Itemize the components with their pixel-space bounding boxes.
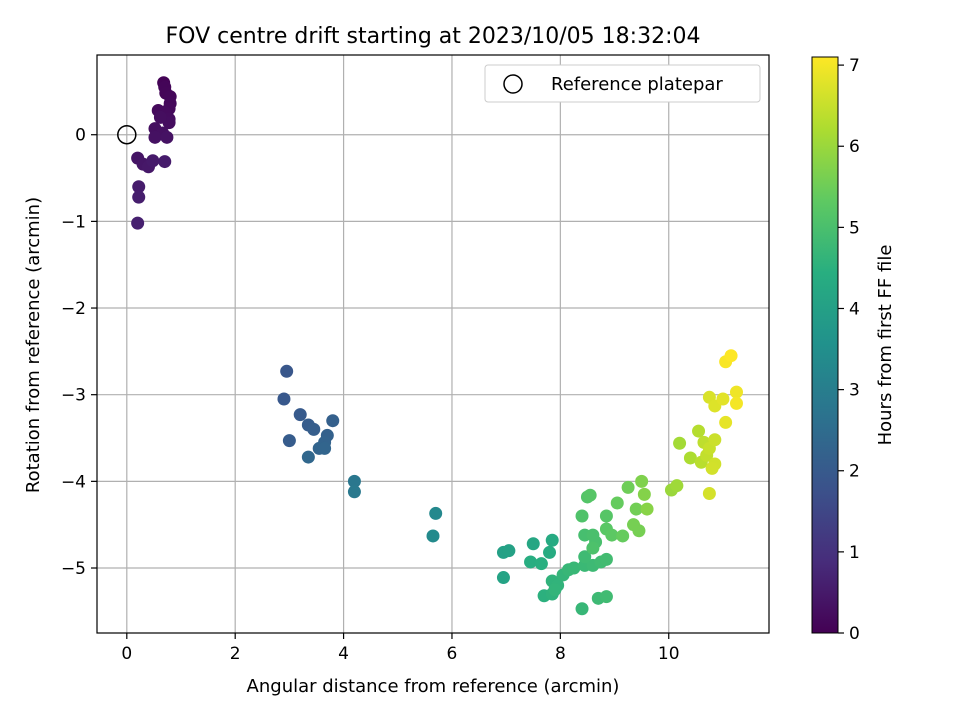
chart-title: FOV centre drift starting at 2023/10/05 …: [166, 24, 701, 49]
legend: Reference platepar: [484, 64, 761, 103]
data-point: [318, 441, 332, 455]
data-point: [301, 450, 315, 464]
data-point: [426, 529, 440, 543]
legend-marker: [503, 74, 523, 94]
data-point: [683, 451, 697, 465]
data-point: [729, 396, 743, 410]
data-point: [146, 154, 160, 168]
grid-lines: [97, 55, 769, 633]
data-point: [158, 155, 172, 169]
x-tick-label: 10: [658, 644, 680, 664]
data-point: [670, 479, 684, 493]
y-tick-label: −4: [61, 472, 86, 492]
plot-frame: [96, 54, 770, 634]
legend-label: Reference platepar: [551, 74, 723, 95]
x-tick-label: 4: [338, 644, 349, 664]
colorbar-tick-label: 3: [849, 381, 860, 401]
colorbar-tick-label: 2: [849, 462, 860, 482]
data-point: [429, 506, 443, 520]
data-point: [637, 487, 651, 501]
colorbar-ticks: 0 1 2 3 4 5 6 7: [838, 56, 860, 644]
data-point: [708, 433, 722, 447]
data-point: [673, 436, 687, 450]
data-point: [586, 541, 600, 555]
data-point: [621, 480, 635, 494]
data-point: [548, 583, 562, 597]
x-axis-label: Angular distance from reference (arcmin): [247, 676, 620, 697]
x-tick-label: 2: [230, 644, 241, 664]
data-point: [692, 424, 706, 438]
data-point: [160, 130, 174, 144]
data-point: [599, 509, 613, 523]
data-point: [729, 385, 743, 399]
data-point: [543, 545, 557, 559]
colorbar-tick-label: 7: [849, 56, 860, 76]
data-point: [724, 349, 738, 363]
y-tick-label: 0: [75, 126, 86, 146]
data-point: [524, 555, 538, 569]
data-point: [545, 533, 559, 547]
y-axis-label: Rotation from reference (arcmin): [23, 197, 44, 493]
data-point: [326, 414, 340, 428]
data-point: [719, 415, 733, 429]
data-point: [526, 537, 540, 551]
data-point: [629, 502, 643, 516]
legend-box: [484, 64, 761, 103]
data-point: [148, 130, 162, 144]
y-tick-label: −5: [61, 559, 86, 579]
data-point: [610, 496, 624, 510]
colorbar-tick-label: 0: [849, 624, 860, 644]
data-point: [635, 474, 649, 488]
data-point: [496, 571, 510, 585]
data-point: [575, 509, 589, 523]
x-tick-label: 8: [555, 644, 566, 664]
colorbar-tick-label: 1: [849, 543, 860, 563]
data-point: [282, 434, 296, 448]
data-point: [502, 544, 516, 558]
colorbar-tick-label: 5: [849, 218, 860, 238]
data-point: [578, 550, 592, 564]
data-point: [277, 392, 291, 406]
data-point: [307, 422, 321, 436]
data-point: [280, 364, 294, 378]
colorbar-gradient: [811, 56, 839, 634]
data-point: [616, 529, 630, 543]
y-tick-label: −1: [61, 212, 86, 232]
colorbar-tick-label: 4: [849, 299, 860, 319]
data-point: [132, 180, 146, 194]
data-point: [702, 486, 716, 500]
reference-marker: [117, 124, 137, 145]
data-point: [347, 474, 361, 488]
x-axis-ticks: 0 2 4 6 8 10: [121, 633, 680, 664]
data-point: [716, 392, 730, 406]
data-point: [567, 561, 581, 575]
y-tick-label: −2: [61, 299, 86, 319]
data-point: [599, 590, 613, 604]
y-axis-ticks: 0 −1 −2 −3 −4 −5: [61, 126, 97, 579]
data-point: [153, 110, 167, 124]
colorbar-tick-label: 6: [849, 137, 860, 157]
data-point: [583, 488, 597, 502]
data-point: [575, 602, 589, 616]
data-point: [640, 502, 654, 516]
data-point: [293, 408, 307, 422]
data-point: [705, 461, 719, 475]
data-points: [131, 76, 743, 616]
data-point: [534, 557, 548, 571]
data-point: [605, 528, 619, 542]
x-tick-label: 6: [447, 644, 458, 664]
data-point: [131, 216, 145, 230]
x-tick-label: 0: [121, 644, 132, 664]
colorbar: 0 1 2 3 4 5 6 7 Hours from first FF file: [811, 56, 896, 644]
y-tick-label: −3: [61, 386, 86, 406]
data-point: [347, 485, 361, 499]
data-point: [632, 524, 646, 538]
colorbar-label: Hours from first FF file: [875, 245, 896, 446]
data-point: [599, 552, 613, 566]
data-point: [132, 190, 146, 204]
